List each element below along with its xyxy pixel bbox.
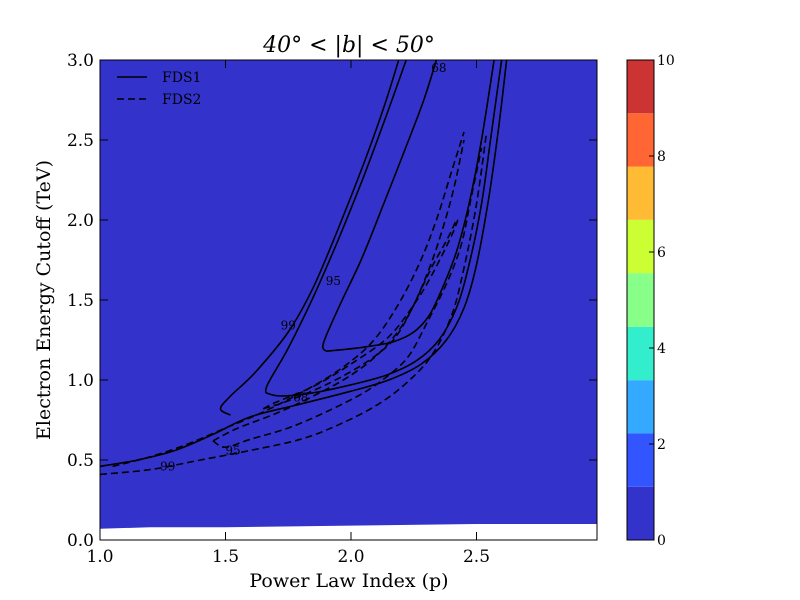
contour-fds1-95-2 — [265, 60, 503, 397]
contour-fds1-68-1 — [322, 60, 438, 352]
contour-layer — [100, 60, 508, 476]
y-tick-label: 3.0 — [67, 51, 94, 71]
legend: FDS1 FDS2 — [117, 70, 201, 108]
colorbar-tick-label: 10 — [657, 53, 675, 69]
x-axis-label: Power Law Index (p) — [249, 570, 448, 592]
colorbar-tick-label: 2 — [657, 437, 666, 453]
axis-layer: 1.0 1.5 2.0 2.5 0.0 0.5 1.0 1.5 2.0 2.5 3.0 — [67, 51, 598, 567]
contour-label-5: 99 — [160, 459, 175, 473]
colorbar-band-1 — [627, 433, 654, 487]
contour-fds1-99-4 — [100, 60, 508, 468]
contour-fds2-68-0 — [262, 219, 458, 410]
colorbar-tick-label: 8 — [657, 149, 666, 165]
y-tick-label: 2.0 — [67, 211, 94, 231]
colorbar: 0 2 4 6 8 10 — [626, 53, 675, 549]
x-tick-label: 2.5 — [463, 547, 490, 567]
colorbar-tick-label: 0 — [657, 533, 666, 549]
x-tick-label: 1.0 — [86, 547, 113, 567]
colorbar-band-7 — [627, 113, 654, 167]
y-tick-label: 1.5 — [67, 291, 94, 311]
colorbar-band-3 — [627, 326, 654, 381]
y-tick-label: 0.5 — [67, 451, 94, 471]
x-tick-label: 1.5 — [212, 547, 239, 567]
y-tick-label: 0.0 — [67, 531, 94, 551]
contour-label-1: 95 — [326, 274, 341, 288]
contour-fds2-68-1 — [262, 216, 460, 410]
contour-fds2-99-4 — [100, 131, 488, 476]
colorbar-tick-label: 4 — [657, 341, 666, 357]
y-tick-label: 2.5 — [67, 131, 94, 151]
colorbar-band-6 — [627, 166, 654, 220]
contour-fds1-95-3 — [264, 60, 407, 393]
legend-label-fds2: FDS2 — [162, 92, 201, 108]
colorbar-band-8 — [627, 60, 654, 114]
contour-fds2-99-5 — [112, 131, 465, 468]
x-tick-label: 2.0 — [337, 547, 364, 567]
chart-title: 40° < |b| < 50° — [262, 33, 435, 58]
colorbar-band-5 — [627, 219, 654, 274]
contour-fds1-99-5 — [219, 60, 400, 416]
contour-label-2: 99 — [281, 319, 296, 333]
colorbar-band-0 — [627, 486, 654, 540]
contour-label-4: 95 — [225, 443, 240, 457]
plot-background — [100, 60, 597, 540]
legend-label-fds1: FDS1 — [162, 70, 201, 86]
plot-area — [100, 60, 597, 540]
colorbar-tick-label: 6 — [657, 245, 666, 261]
contour-label-3: 68 — [293, 391, 308, 405]
y-axis-label: Electron Energy Cutoff (TeV) — [33, 160, 55, 440]
contour-fds2-95-2 — [212, 147, 483, 449]
contour-fds2-95-3 — [212, 139, 465, 442]
colorbar-band-4 — [627, 273, 654, 327]
colorbar-frame — [626, 59, 655, 541]
contour-label-0: 68 — [431, 61, 446, 75]
y-tick-label: 1.0 — [67, 371, 94, 391]
lower-empty-band — [100, 524, 597, 540]
colorbar-band-2 — [627, 380, 654, 434]
contour-label-layer: 68 95 99 68 95 99 — [160, 61, 446, 473]
